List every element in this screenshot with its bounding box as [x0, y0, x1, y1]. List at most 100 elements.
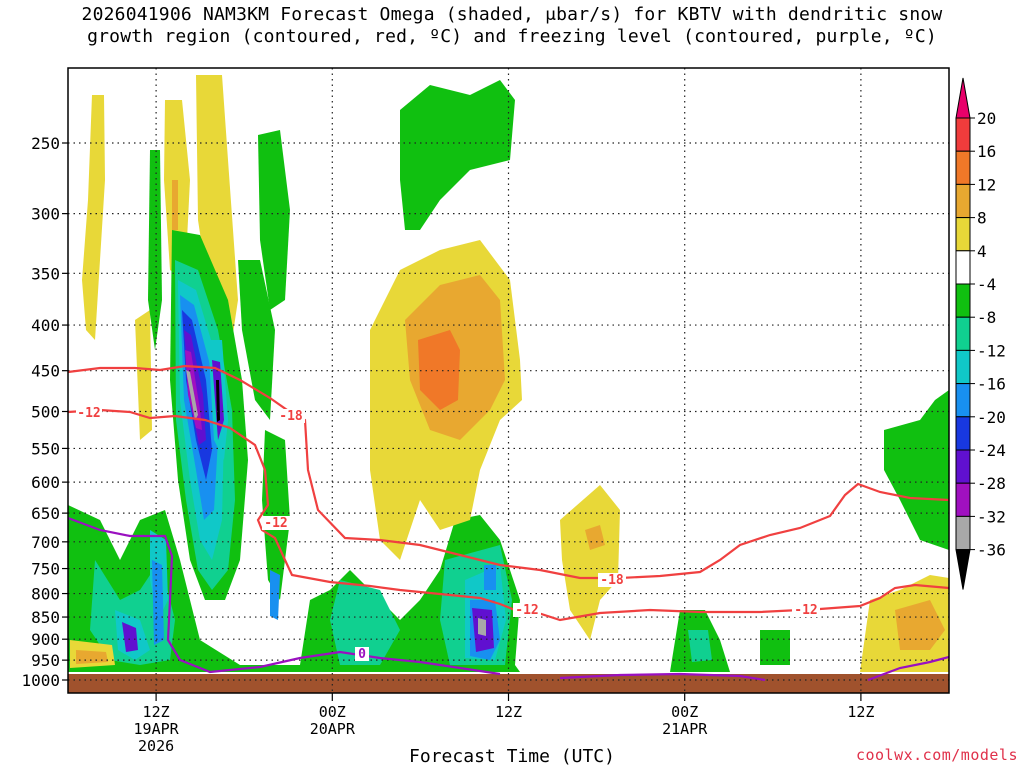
y-tick-label: 1000 — [21, 671, 60, 690]
x-tick-label: 00Z — [671, 703, 698, 721]
omega-positive-region — [172, 180, 178, 230]
freezing-level-contour — [68, 516, 501, 676]
colorbar-swatch — [955, 482, 971, 517]
y-tick-label: 850 — [31, 608, 60, 627]
colorbar-swatch — [955, 217, 971, 252]
omega-positive-region — [560, 485, 620, 640]
y-tick-label: 550 — [31, 439, 60, 458]
colorbar-label: -12 — [977, 341, 1006, 360]
dgz-label-warm-3: -12 — [515, 603, 538, 618]
omega-negative-region — [884, 390, 949, 550]
x-tick-label: 20APR — [310, 720, 356, 738]
omega-positive-region — [135, 310, 152, 440]
x-tick-label: 21APR — [662, 720, 708, 738]
y-tick-label: 400 — [31, 316, 60, 335]
colorbar-swatch — [955, 117, 971, 152]
grid-lines — [68, 68, 949, 693]
omega-negative-region — [688, 630, 712, 662]
y-tick-label: 800 — [31, 585, 60, 604]
dgz-label-cold-2: -18 — [600, 573, 624, 588]
omega-positive-region — [895, 600, 945, 650]
contours — [68, 364, 949, 682]
dgz-label-warm-2: -12 — [264, 516, 287, 531]
y-tick-label: 700 — [31, 533, 60, 552]
dgz-label-cold-1: -18 — [279, 409, 303, 424]
colorbar-label: -20 — [977, 408, 1006, 427]
omega-negative-region — [484, 565, 496, 590]
omega-negative-region — [330, 580, 400, 665]
y-tick-label: 950 — [31, 651, 60, 670]
colorbar: 20 16 12 8 4 -4 -8 -12 -16 -20 -24 -28 -32 -36 — [955, 77, 1006, 590]
dgz-label-warm-1: -12 — [77, 406, 100, 421]
omega-negative-region — [478, 618, 486, 636]
x-tick-label: 19APR — [134, 720, 180, 738]
colorbar-swatch — [955, 316, 971, 351]
omega-positive-region — [82, 95, 105, 340]
omega-negative-region — [760, 630, 790, 665]
y-tick-label: 300 — [31, 205, 60, 224]
dgz-warm-contour — [68, 408, 949, 622]
colorbar-swatch — [955, 383, 971, 418]
colorbar-label: -8 — [977, 308, 996, 327]
contour-labels: -12 -18 -12 -18 -12 -12 0 — [76, 406, 820, 662]
colorbar-label: -16 — [977, 375, 1006, 394]
omega-positive-region — [76, 650, 108, 664]
omega-negative-region — [122, 622, 138, 652]
colorbar-label: -32 — [977, 507, 1006, 526]
omega-negative-region — [148, 150, 162, 350]
y-tick-label: 350 — [31, 264, 60, 283]
colorbar-label: -28 — [977, 474, 1006, 493]
colorbar-swatch — [955, 283, 971, 318]
y-tick-label: 750 — [31, 560, 60, 579]
y-tick-label: 650 — [31, 504, 60, 523]
omega-negative-region — [238, 260, 275, 420]
omega-negative-region — [258, 130, 290, 310]
y-tick-label: 450 — [31, 362, 60, 381]
omega-negative-region — [68, 505, 520, 672]
x-tick-label: 00Z — [319, 703, 346, 721]
colorbar-swatch — [955, 250, 971, 285]
omega-negative-region — [186, 370, 198, 420]
y-tick-label: 600 — [31, 473, 60, 492]
colorbar-label: -36 — [977, 541, 1006, 560]
x-axis-label: Forecast Time (UTC) — [409, 746, 615, 767]
colorbar-swatch — [955, 515, 971, 551]
dgz-cold-contour — [68, 364, 949, 580]
omega-negative-region — [152, 560, 164, 645]
colorbar-arrow-top — [955, 77, 971, 119]
x-tick-label: 12Z — [495, 703, 522, 721]
omega-negative-region — [270, 570, 280, 620]
y-tick-label: 500 — [31, 403, 60, 422]
colorbar-arrow-bottom — [955, 549, 971, 590]
colorbar-label: 20 — [977, 109, 996, 128]
colorbar-swatch — [955, 416, 971, 451]
y-tick-label: 250 — [31, 134, 60, 153]
omega-positive-region — [418, 330, 460, 410]
chart-title-line2: growth region (contoured, red, ºC) and f… — [87, 26, 937, 47]
colorbar-label: -24 — [977, 441, 1006, 460]
chart-title: 2026041906 NAM3KM Forecast Omega (shaded… — [0, 4, 1024, 48]
chart-title-line1: 2026041906 NAM3KM Forecast Omega (shaded… — [81, 4, 943, 25]
omega-positive-region — [585, 525, 605, 550]
omega-negative-region — [185, 350, 202, 430]
colorbar-swatch — [955, 150, 971, 185]
y-axis: 250 300 350 400 450 500 550 600 650 700 750 800 850 9… — [21, 134, 68, 690]
colorbar-label: 12 — [977, 175, 996, 194]
terrain-ground — [68, 674, 949, 693]
x-tick-label: 12Z — [847, 703, 874, 721]
x-tick-label: 12Z — [143, 703, 170, 721]
colorbar-label: -4 — [977, 275, 996, 294]
dgz-label-warm-4: -12 — [794, 603, 817, 618]
freezing-label: 0 — [358, 647, 366, 662]
colorbar-swatch — [955, 183, 971, 219]
y-tick-label: 900 — [31, 630, 60, 649]
freezing-level-contour — [559, 672, 766, 682]
colorbar-label: 4 — [977, 242, 987, 261]
colorbar-label: 16 — [977, 142, 996, 161]
freezing-level-contour — [867, 655, 949, 682]
x-tick-label: 2026 — [138, 737, 174, 755]
colorbar-label: 8 — [977, 209, 987, 228]
colorbar-swatch — [955, 349, 971, 385]
